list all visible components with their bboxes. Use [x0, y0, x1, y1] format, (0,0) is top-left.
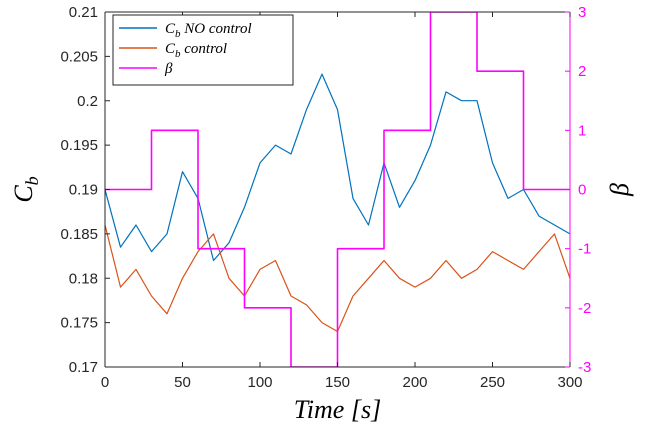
- svg-text:Cb: Cb: [9, 176, 42, 202]
- y-left-tick-label: 0.205: [60, 48, 98, 65]
- y-left-tick-label: 0.17: [69, 359, 98, 376]
- y-left-tick-label: 0.19: [69, 182, 98, 199]
- legend-box: [112, 14, 294, 86]
- y-left-tick-label: 0.21: [69, 4, 98, 21]
- series-layer: [105, 12, 570, 367]
- y-right-tick-label: -1: [578, 241, 591, 258]
- y-left-tick-label: 0.18: [69, 270, 98, 287]
- y-left-tick-label: 0.175: [60, 315, 98, 332]
- x-tick-label: 200: [402, 374, 427, 391]
- y-right-tick-label: 3: [578, 4, 586, 21]
- x-tick-label: 300: [557, 374, 582, 391]
- x-axis-label: Time [s]: [294, 395, 381, 424]
- series-line-3: [105, 12, 570, 367]
- y-right-tick-label: 2: [578, 63, 586, 80]
- x-tick-label: 0: [101, 374, 109, 391]
- x-tick-label: 100: [247, 374, 272, 391]
- y-left-tick-label: 0.2: [77, 93, 98, 110]
- y-right-tick-label: 0: [578, 182, 586, 199]
- x-tick-label: 150: [325, 374, 350, 391]
- svg-text:β: β: [605, 183, 634, 197]
- legend-label: Cb control: [165, 41, 227, 60]
- axis-labels: Time [s] Cb β: [9, 176, 634, 424]
- y-right-tick-label: -2: [578, 300, 591, 317]
- y-left-tick-label: 0.195: [60, 137, 98, 154]
- y-right-tick-label: 1: [578, 122, 586, 139]
- series-line-1: [105, 73, 570, 262]
- y-axis-right-label: β: [605, 183, 634, 197]
- y-axis-left-label: Cb: [9, 176, 42, 202]
- y-left-tick-label: 0.185: [60, 226, 98, 243]
- x-tick-label: 250: [480, 374, 505, 391]
- legend-label: Cb NO control: [165, 21, 252, 40]
- legend-label: β: [164, 61, 173, 77]
- x-tick-label: 50: [174, 374, 191, 391]
- y-right-tick-label: -3: [578, 359, 591, 376]
- axes-layer: 0 50 100 150 200 250 300 0.17 0.175 0.18 0.185 0.19…: [60, 4, 591, 391]
